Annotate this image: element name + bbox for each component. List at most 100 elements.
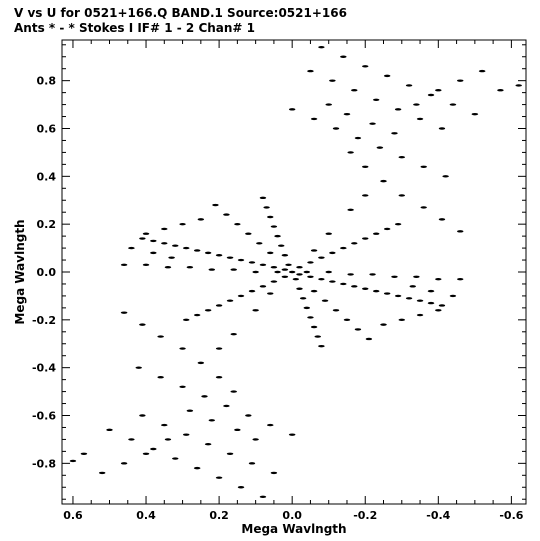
x-axis-label: Mega Wavlngth — [241, 522, 346, 536]
uv-point — [303, 270, 310, 274]
uv-point — [362, 287, 369, 290]
uv-point — [383, 227, 391, 231]
uv-point — [274, 270, 281, 274]
uv-point — [405, 84, 413, 87]
uv-point — [106, 428, 113, 432]
uv-point — [274, 234, 281, 238]
uv-point — [413, 275, 420, 278]
uv-point — [394, 294, 402, 298]
uv-point — [204, 251, 212, 255]
uv-point — [256, 242, 263, 245]
uv-point — [457, 230, 464, 233]
uv-point — [157, 335, 164, 338]
uv-point — [281, 275, 289, 278]
uv-point — [248, 462, 256, 465]
uv-point — [478, 69, 486, 73]
uv-point — [438, 218, 446, 221]
uv-point — [259, 196, 267, 200]
uv-point — [405, 297, 413, 300]
uv-point — [435, 89, 442, 92]
x-tick-label: -0.6 — [499, 509, 523, 522]
uv-point — [278, 244, 285, 247]
uv-point — [69, 459, 77, 463]
uv-point — [351, 285, 358, 288]
uv-point — [362, 165, 369, 168]
uv-point — [325, 232, 332, 235]
uv-point — [259, 495, 267, 499]
uv-point — [292, 277, 300, 281]
uv-point — [120, 263, 128, 267]
uv-point — [248, 289, 256, 293]
y-tick-label: -0.2 — [32, 314, 56, 327]
uv-point — [285, 263, 292, 267]
axis-ticks — [62, 40, 526, 504]
uv-point — [307, 275, 314, 278]
uv-point — [168, 256, 175, 259]
uv-point — [376, 146, 384, 149]
uv-point — [288, 433, 296, 436]
uv-point — [310, 117, 318, 121]
uv-point — [373, 98, 380, 101]
y-tick-label: 0.0 — [37, 266, 57, 279]
uv-point — [142, 232, 150, 235]
uv-point — [427, 289, 435, 293]
uv-point — [252, 270, 259, 274]
uv-point — [449, 103, 457, 106]
uv-point — [230, 390, 237, 393]
uv-point — [237, 486, 245, 489]
uv-point — [420, 165, 427, 168]
uv-point — [142, 263, 150, 267]
x-tick-label: 0.2 — [209, 509, 229, 522]
uv-point — [215, 476, 223, 479]
uv-point — [409, 285, 416, 288]
uv-point — [362, 65, 369, 68]
uv-point — [435, 277, 442, 281]
uv-point — [270, 471, 278, 475]
uv-point — [230, 332, 237, 336]
uv-point — [223, 404, 230, 408]
x-tick-label: -0.4 — [426, 509, 450, 522]
uv-point — [373, 289, 380, 293]
uv-point — [267, 251, 274, 255]
uv-point — [307, 316, 314, 319]
uv-point — [98, 471, 106, 475]
uv-point — [252, 438, 259, 441]
uv-point — [369, 122, 376, 125]
uv-point — [267, 292, 274, 295]
uv-point — [351, 89, 358, 92]
y-tick-label: 0.2 — [37, 218, 57, 231]
uv-point — [343, 318, 351, 322]
uv-point — [270, 280, 278, 283]
uv-point — [201, 395, 208, 398]
uv-point — [299, 297, 307, 300]
uv-point — [296, 273, 303, 276]
y-tick-label: -0.4 — [32, 362, 56, 375]
uv-point — [208, 419, 215, 422]
uv-point — [120, 311, 128, 314]
uv-point — [226, 256, 234, 259]
uv-point — [497, 89, 504, 92]
y-tick-label: 0.4 — [37, 170, 57, 183]
uv-point — [270, 225, 278, 228]
uv-point — [332, 309, 340, 312]
uv-point — [457, 277, 464, 281]
uv-point — [398, 194, 405, 197]
uv-point — [259, 263, 267, 267]
uv-point — [139, 323, 146, 326]
uv-point — [427, 301, 435, 305]
x-tick-label: 0.0 — [282, 509, 302, 522]
uv-point — [420, 206, 427, 209]
uv-point — [215, 304, 223, 307]
uv-point — [449, 294, 457, 298]
uv-point — [391, 275, 398, 278]
uv-point — [362, 194, 369, 197]
uv-point — [394, 222, 402, 226]
uv-point — [215, 347, 223, 350]
uv-point — [226, 452, 234, 455]
uv-point — [416, 313, 424, 317]
uv-point — [383, 292, 391, 295]
uv-point — [318, 277, 325, 281]
uv-point — [135, 366, 142, 369]
x-tick-label: 0.6 — [63, 509, 83, 522]
uv-point — [267, 215, 274, 219]
